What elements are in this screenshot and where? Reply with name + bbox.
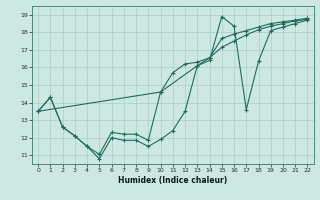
X-axis label: Humidex (Indice chaleur): Humidex (Indice chaleur) [118, 176, 228, 185]
